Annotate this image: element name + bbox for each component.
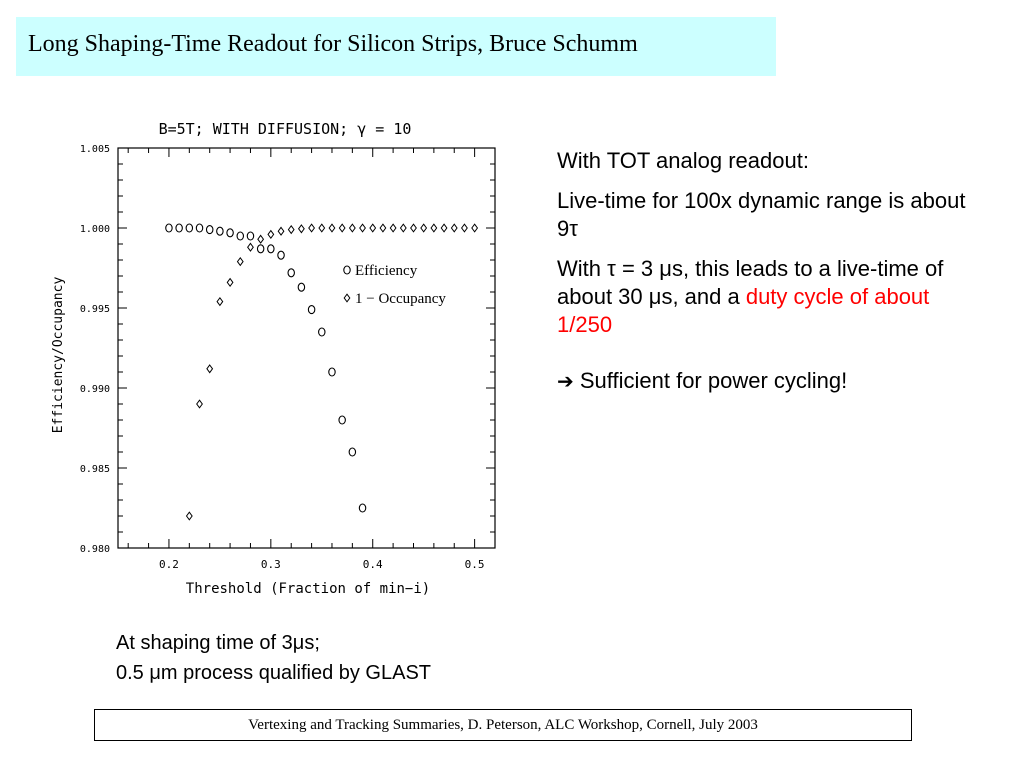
footer-text: Vertexing and Tracking Summaries, D. Pet…: [248, 717, 758, 733]
series-circle: [165, 223, 367, 513]
data-point: [328, 367, 336, 377]
legend-label: 1 − Occupancy: [355, 291, 446, 307]
data-point: [287, 268, 295, 278]
text-power-cycling: ➔ Sufficient for power cycling!: [557, 368, 848, 393]
data-point: [277, 226, 285, 236]
x-tick-label: 0.5: [465, 558, 485, 571]
text-live-time: Live-time for 100x dynamic range is abou…: [557, 188, 966, 241]
caption-line-2: 0.5 μm process qualified by GLAST: [116, 662, 432, 684]
data-point: [256, 244, 265, 254]
data-point: [369, 223, 377, 233]
y-tick-label: 1.005: [80, 144, 110, 155]
data-point: [338, 223, 346, 233]
data-point: [440, 223, 448, 233]
plot-frame: [117, 147, 496, 549]
data-point: [358, 503, 367, 513]
chart-caption: At shaping time of 3μs; 0.5 μm process q…: [116, 628, 431, 688]
data-point: [430, 223, 438, 233]
data-point: [185, 223, 194, 233]
y-tick-label: 0.990: [80, 384, 110, 395]
data-point: [247, 242, 254, 252]
chart-title: B=5T; WITH DIFFUSION; γ = 10: [159, 120, 412, 138]
data-point: [348, 223, 356, 233]
data-point: [308, 223, 316, 233]
scatter-chart: 0.2 0.3 0.4 0.5 0.980 0.985 0.990 0.995 1.000 1.0…: [51, 120, 496, 597]
data-point: [461, 223, 468, 233]
footer-box: Vertexing and Tracking Summaries, D. Pet…: [94, 709, 912, 741]
summary-text: With TOT analog readout: Live-time for 1…: [557, 147, 977, 407]
plot-border: [117, 147, 496, 549]
data-point: [246, 231, 255, 241]
data-point: [297, 282, 306, 292]
y-tick-label: 0.980: [80, 544, 110, 555]
data-point: [175, 223, 183, 233]
legend-marker: [343, 265, 351, 275]
data-point: [196, 399, 203, 409]
x-axis-label: Threshold (Fraction of min−i): [186, 581, 430, 597]
data-point: [328, 223, 336, 233]
data-point: [257, 234, 265, 244]
title-banner: Long Shaping-Time Readout for Silicon St…: [16, 17, 776, 76]
data-point: [206, 364, 214, 374]
data-point: [236, 256, 244, 267]
data-point: [399, 223, 407, 233]
data-point: [236, 231, 245, 241]
data-point: [297, 224, 305, 234]
text-duty-cycle: With τ = 3 μs, this leads to a live-time…: [557, 256, 944, 337]
y-tick-label: 0.985: [80, 464, 110, 475]
data-point: [420, 223, 428, 233]
data-points: [165, 223, 479, 521]
chart-container: 0.2 0.3 0.4 0.5 0.980 0.985 0.990 0.995 1.000 1.0…: [40, 110, 510, 605]
data-point: [267, 244, 275, 254]
tick-labels: 0.2 0.3 0.4 0.5 0.980 0.985 0.990 0.995 1.000 1.0…: [80, 144, 485, 571]
data-point: [348, 447, 357, 457]
data-point: [277, 250, 285, 260]
series-diamond: [185, 223, 479, 521]
data-point: [205, 225, 214, 235]
data-point: [379, 223, 387, 233]
y-tick-label: 1.000: [80, 224, 110, 235]
caption-line-1: At shaping time of 3μs;: [116, 632, 320, 654]
data-point: [195, 223, 204, 233]
data-point: [471, 223, 479, 233]
data-point: [338, 415, 346, 425]
data-point: [318, 223, 326, 233]
data-point: [410, 223, 417, 233]
data-point: [226, 277, 234, 288]
text-tot-readout: With TOT analog readout:: [557, 148, 809, 173]
x-tick-label: 0.2: [159, 558, 179, 571]
legend-label: Efficiency: [355, 263, 418, 279]
duty-cycle-highlight: duty cycle of about 1/250: [557, 284, 930, 337]
y-tick-label: 0.995: [80, 304, 110, 315]
data-point: [216, 226, 224, 236]
data-point: [307, 305, 316, 315]
data-point: [216, 296, 224, 307]
data-point: [165, 223, 173, 233]
data-point: [185, 511, 193, 521]
tick-marks: [118, 147, 496, 549]
data-point: [318, 327, 326, 337]
data-point: [287, 224, 295, 235]
data-point: [450, 223, 458, 233]
data-point: [359, 223, 366, 233]
data-point: [267, 229, 275, 240]
slide-title: Long Shaping-Time Readout for Silicon St…: [28, 31, 638, 57]
x-tick-label: 0.3: [261, 558, 281, 571]
x-tick-label: 0.4: [363, 558, 383, 571]
chart-legend: Efficiency 1 − Occupancy: [343, 263, 446, 307]
arrow-right-icon: ➔: [557, 369, 574, 393]
y-axis-label: Efficiency/Occupancy: [51, 277, 66, 434]
data-point: [226, 228, 234, 238]
legend-marker: [343, 293, 351, 303]
data-point: [389, 223, 397, 233]
